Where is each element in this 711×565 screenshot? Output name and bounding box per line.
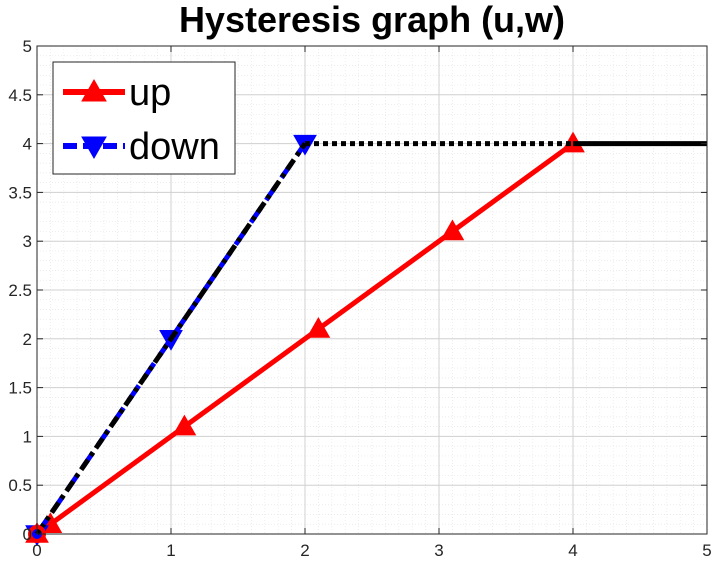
series-layer <box>25 131 707 547</box>
legend-up-marker <box>81 78 107 102</box>
y-tick-label: 4.5 <box>8 86 32 105</box>
x-tick-label: 2 <box>300 541 309 560</box>
x-tick-label: 0 <box>32 541 41 560</box>
y-tick-label: 2 <box>23 330 32 349</box>
legend: up down <box>52 61 236 175</box>
x-tick-label: 1 <box>166 541 175 560</box>
y-tick-label: 1.5 <box>8 379 32 398</box>
y-tick-label: 3 <box>23 232 32 251</box>
x-tick-label: 4 <box>568 541 577 560</box>
y-tick-label: 2.5 <box>8 281 32 300</box>
series-up-marker <box>440 219 465 241</box>
x-tick-label: 5 <box>702 541 711 560</box>
ticks-layer <box>36 45 708 535</box>
overlay-line-dashdot <box>34 142 308 536</box>
series-up-marker <box>172 414 197 436</box>
y-tick-label: 0 <box>23 525 32 544</box>
y-tick-label: 5 <box>23 37 32 56</box>
y-tick-label: 0.5 <box>8 476 32 495</box>
x-tick-label: 3 <box>434 541 443 560</box>
legend-down-label: down <box>129 126 220 168</box>
tick-labels: 0 1 2 3 4 5 0 0.5 1 1.5 2 2.5 3 3.5 4 4.5 5 <box>8 37 711 560</box>
y-tick-label: 1 <box>23 427 32 446</box>
legend-box <box>52 61 236 175</box>
y-tick-label: 3.5 <box>8 183 32 202</box>
series-up-marker <box>306 317 331 338</box>
chart-title: Hysteresis graph (u,w) <box>179 0 565 40</box>
legend-up-label: up <box>129 72 171 114</box>
legend-down-marker <box>81 136 107 160</box>
y-tick-label: 4 <box>23 135 32 154</box>
